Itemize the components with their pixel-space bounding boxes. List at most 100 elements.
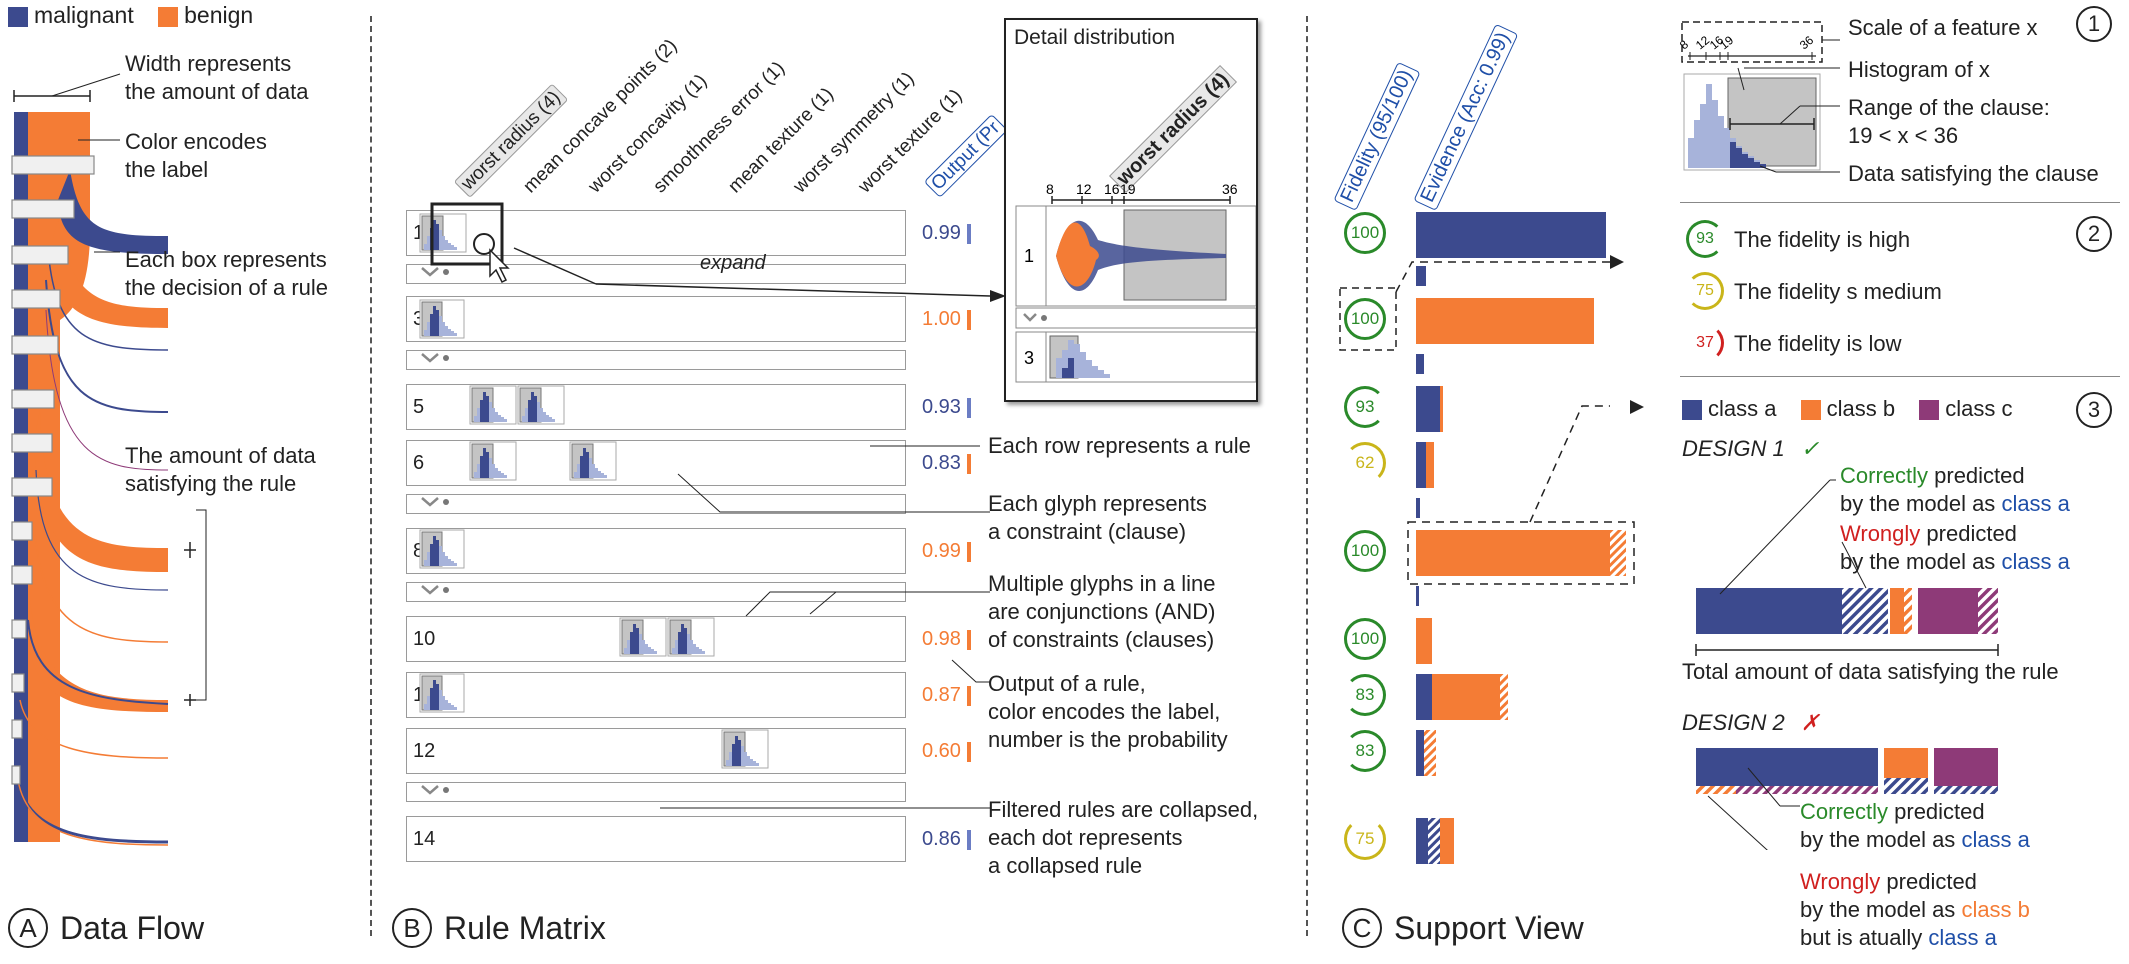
col-fidelity: Fidelity (95/100) — [1333, 61, 1421, 212]
collapsed-rules[interactable] — [406, 350, 906, 370]
collapsed-rules[interactable] — [406, 494, 906, 514]
histogram-bar — [732, 744, 735, 766]
detail-distribution-popup: Detail distribution worst radius (4) 8 1… — [1004, 18, 1258, 402]
histogram-bar — [574, 472, 577, 478]
fidelity-low-badge: 37 — [1686, 324, 1724, 362]
rule-output: 1.00 — [922, 308, 971, 331]
ann-hist: Histogram of x — [1848, 57, 1990, 82]
histogram-bar — [489, 402, 492, 422]
histogram-bar — [448, 559, 451, 566]
data-flow-graphic — [11, 73, 207, 846]
histogram-bar — [433, 680, 436, 710]
histogram-bar — [744, 752, 747, 766]
histogram-bar — [492, 408, 495, 422]
fidelity-low-text: The fidelity is low — [1734, 331, 1902, 356]
panel-b-header: B Rule Matrix — [392, 908, 606, 948]
svg-text:36: 36 — [1797, 33, 1816, 53]
histogram-bar — [747, 756, 750, 766]
panel-c-title: Support View — [1394, 909, 1584, 946]
histogram-bar — [598, 471, 601, 478]
svg-text:19: 19 — [1120, 181, 1136, 197]
collapsed-rules[interactable] — [406, 782, 906, 802]
divider-a-b — [370, 16, 372, 936]
fidelity-badge: 100 — [1344, 530, 1386, 572]
ann-row: Each row represents a rule — [988, 433, 1251, 458]
histogram-bar — [741, 746, 744, 766]
fidelity-medium-text: The fidelity s medium — [1734, 279, 1942, 304]
histogram-bar — [525, 408, 528, 422]
ann-color: Color encodes the label — [125, 129, 267, 182]
histogram-bar — [492, 464, 495, 478]
histogram-bar — [645, 644, 648, 654]
ann-scale: Scale of a feature x — [1848, 15, 2038, 40]
histogram-bar — [442, 322, 445, 336]
histogram-bar — [498, 471, 501, 478]
svg-text:3: 3 — [1024, 348, 1034, 368]
scale-histogram-illustration: 8 12 16 19 36 — [1680, 21, 1840, 173]
histogram-bar — [504, 419, 507, 422]
panel-b-title: Rule Matrix — [444, 909, 606, 946]
histogram-bar — [424, 560, 427, 566]
histogram-bar — [454, 563, 457, 566]
histogram-bar — [595, 468, 598, 478]
histogram-bar — [678, 632, 681, 654]
histogram-bar — [439, 230, 442, 250]
fidelity-badge: 83 — [1344, 674, 1386, 716]
histogram-bar — [483, 392, 486, 422]
collapsed-rules[interactable] — [406, 264, 906, 284]
panel-c-header: C Support View — [1342, 908, 1584, 948]
legend-benign: benign — [184, 2, 254, 28]
histogram-bar — [445, 240, 448, 250]
histogram-bar — [483, 448, 486, 478]
histogram-bar — [699, 649, 702, 654]
histogram-bar — [681, 624, 684, 654]
malignant-swatch — [8, 6, 28, 27]
histogram-bar — [430, 688, 433, 710]
histogram-bar — [726, 760, 729, 766]
histogram-bar — [439, 690, 442, 710]
histogram-bar — [534, 396, 537, 422]
rule-row-11[interactable]: 11 — [406, 672, 906, 718]
histogram-bar — [580, 456, 583, 478]
histogram-bar — [601, 473, 604, 478]
side-separator — [1680, 376, 2120, 377]
histogram-bar — [480, 456, 483, 478]
rule-output: 0.60 — [922, 740, 971, 763]
rule-row-8[interactable]: 8 — [406, 528, 906, 574]
svg-text:8: 8 — [1046, 181, 1054, 197]
col-evidence: Evidence (Acc: 0.99) — [1413, 24, 1519, 211]
fidelity-badge: 83 — [1344, 730, 1386, 772]
histogram-bar — [454, 247, 457, 250]
ann-multi: Multiple glyphs in a line are conjunctio… — [988, 571, 1216, 652]
histogram-bar — [436, 684, 439, 710]
histogram-bar — [451, 561, 454, 566]
rule-row-3[interactable]: 3 — [406, 296, 906, 342]
histogram-bar — [738, 740, 741, 766]
histogram-bar — [427, 322, 430, 336]
histogram-bar — [504, 475, 507, 478]
histogram-bar — [651, 649, 654, 654]
col-header-3: smoothness error (1) — [649, 57, 789, 198]
rule-row-14[interactable]: 14 — [406, 816, 906, 862]
histogram-bar — [454, 333, 457, 336]
ann-amount: The amount of data satisfying the rule — [125, 443, 316, 496]
histogram-bar — [690, 640, 693, 654]
histogram-bar — [495, 412, 498, 422]
histogram-bar — [433, 536, 436, 566]
histogram-bar — [636, 628, 639, 654]
rule-output: 0.99 — [922, 222, 971, 245]
histogram-bar — [729, 752, 732, 766]
fidelity-badge: 62 — [1344, 442, 1386, 484]
histogram-bar — [642, 640, 645, 654]
fidelity-badge: 93 — [1344, 386, 1386, 428]
histogram-bar — [583, 448, 586, 478]
divider-b-c — [1306, 16, 1308, 936]
svg-text:8: 8 — [1680, 37, 1691, 52]
histogram-bar — [672, 648, 675, 654]
rule-row-12[interactable]: 12 — [406, 728, 906, 774]
histogram-bar — [592, 464, 595, 478]
histogram-bar — [442, 696, 445, 710]
legend-malignant: malignant — [34, 2, 134, 28]
total-label: Total amount of data satisfying the rule — [1682, 659, 2059, 684]
histogram-bar — [654, 651, 657, 654]
